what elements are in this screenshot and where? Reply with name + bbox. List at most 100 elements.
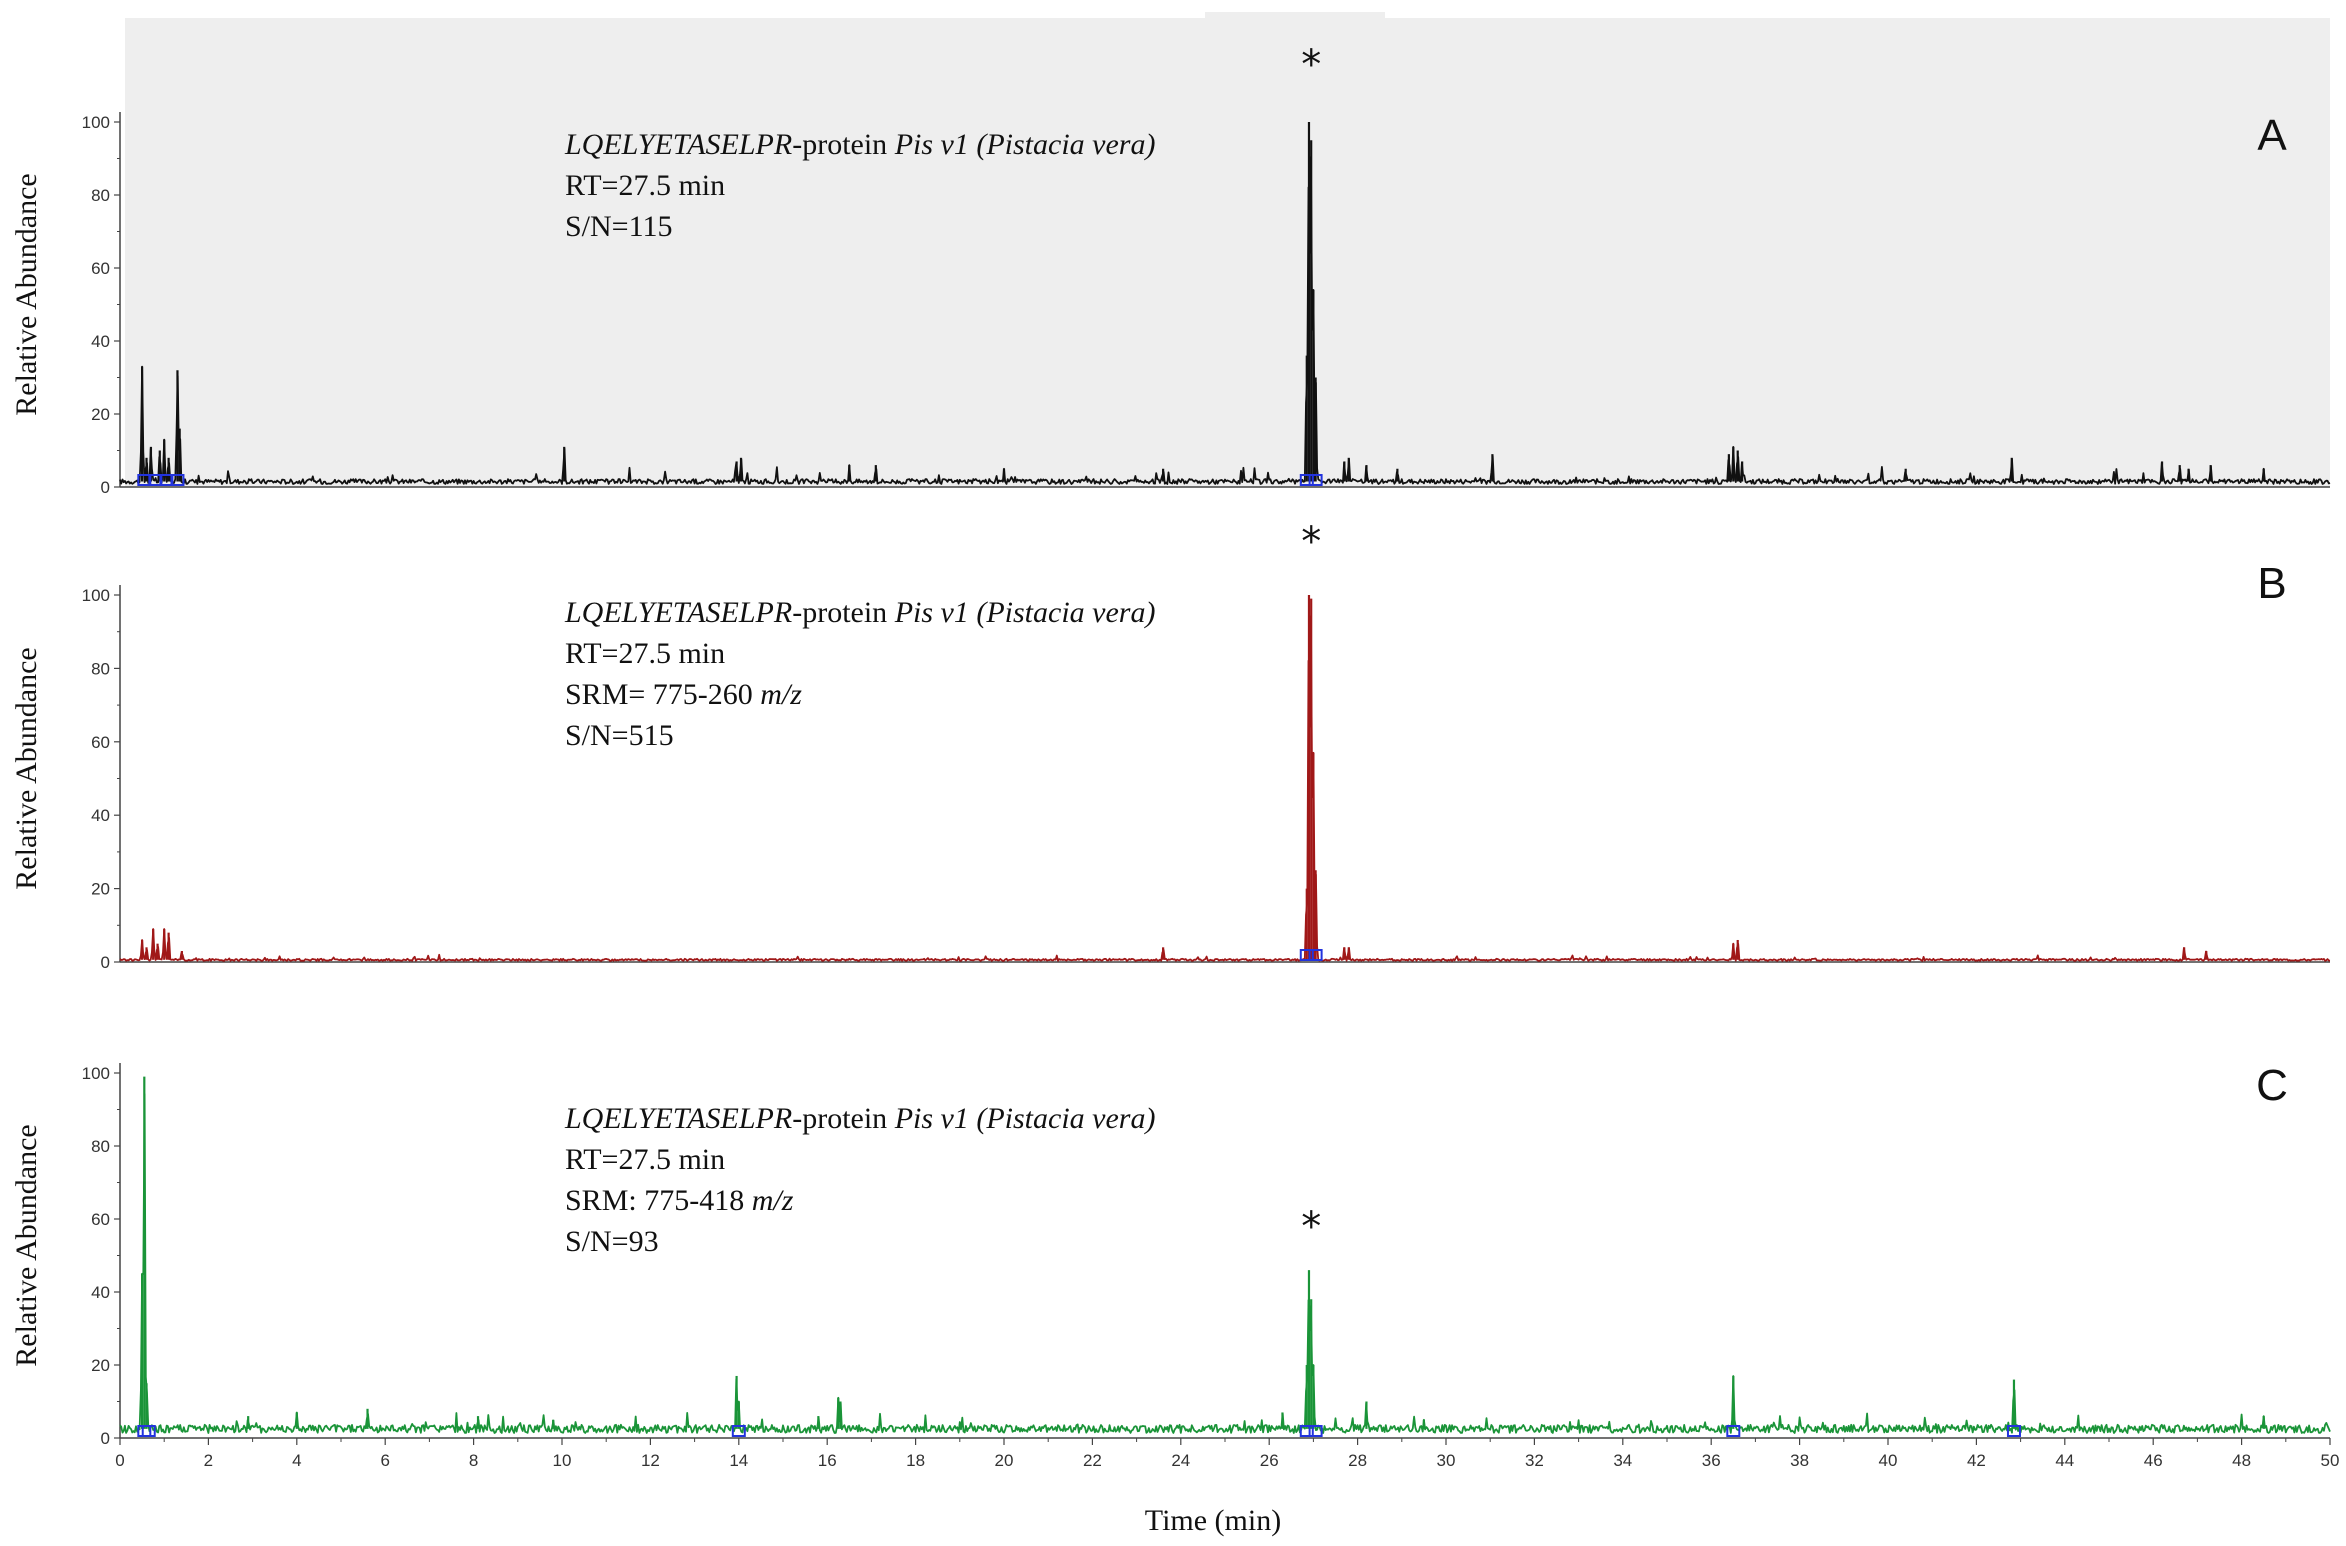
- annotation-line: SRM= 775-260 m/z: [565, 678, 802, 711]
- annotation-line: LQELYETASELPR-protein Pis v1 (Pistacia v…: [564, 596, 1155, 629]
- integration-marker: [1308, 1425, 1323, 1437]
- x-tick-label: 26: [1260, 1451, 1279, 1470]
- y-tick-label: 0: [101, 478, 110, 497]
- x-tick-label: 28: [1348, 1451, 1367, 1470]
- integration-marker: [1308, 474, 1323, 486]
- annotation-line: RT=27.5 min: [565, 1143, 725, 1176]
- annotation-segment: S/N=115: [565, 210, 673, 243]
- annotation-segment: -protein: [792, 596, 894, 629]
- annotation-line: RT=27.5 min: [565, 637, 725, 670]
- annotation-segment: S/N=515: [565, 719, 674, 752]
- y-tick-label: 80: [91, 659, 110, 678]
- y-tick-label: 20: [91, 1356, 110, 1375]
- annotation-line: LQELYETASELPR-protein Pis v1 (Pistacia v…: [564, 128, 1155, 161]
- annotation-segment: LQELYETASELPR: [564, 596, 792, 629]
- x-tick-label: 12: [641, 1451, 660, 1470]
- x-tick-label: 16: [818, 1451, 837, 1470]
- panel-label: A: [2257, 111, 2287, 160]
- y-axis-title: Relative Abundance: [10, 173, 43, 415]
- annotation-line: S/N=515: [565, 719, 674, 752]
- chromatogram-trace: [119, 156, 2331, 485]
- x-tick-label: 20: [995, 1451, 1014, 1470]
- chromatogram-trace: [119, 615, 2331, 962]
- x-tick-label: 34: [1613, 1451, 1632, 1470]
- x-tick-label: 50: [2321, 1451, 2340, 1470]
- x-tick-label: 48: [2232, 1451, 2251, 1470]
- y-tick-label: 0: [101, 1429, 110, 1448]
- integration-marker: [1299, 474, 1314, 486]
- y-axis-title: Relative Abundance: [10, 647, 43, 889]
- x-tick-label: 38: [1790, 1451, 1809, 1470]
- annotation-segment: Pis v1 (Pistacia vera): [894, 1102, 1156, 1135]
- annotation-segment: LQELYETASELPR: [564, 1102, 792, 1135]
- y-tick-label: 60: [91, 1210, 110, 1229]
- x-tick-label: 32: [1525, 1451, 1544, 1470]
- x-tick-label: 4: [292, 1451, 301, 1470]
- x-tick-label: 6: [380, 1451, 389, 1470]
- integration-marker: [1299, 1425, 1314, 1437]
- annotation-segment: LQELYETASELPR: [564, 128, 792, 161]
- x-tick-label: 22: [1083, 1451, 1102, 1470]
- annotation-segment: RT=27.5 min: [565, 1143, 725, 1176]
- y-tick-label: 60: [91, 259, 110, 278]
- x-tick-label: 8: [469, 1451, 478, 1470]
- y-tick-label: 100: [82, 586, 110, 605]
- annotation-segment: SRM= 775-260: [565, 678, 760, 711]
- peak-star-marker: *: [1301, 1204, 1321, 1250]
- annotation-line: RT=27.5 min: [565, 169, 725, 202]
- annotation-line: S/N=115: [565, 210, 673, 243]
- x-tick-label: 0: [115, 1451, 124, 1470]
- annotation-segment: SRM: 775-418: [565, 1184, 752, 1217]
- x-tick-label: 10: [553, 1451, 572, 1470]
- x-axis-title: Time (min): [1145, 1504, 1281, 1537]
- annotation-segment: -protein: [792, 128, 894, 161]
- y-tick-label: 40: [91, 1283, 110, 1302]
- panel-A: 0 20 40 60 80 100 Relative Abundance * A LQELYETA…: [10, 12, 2331, 497]
- peak-star-marker: *: [1301, 42, 1321, 88]
- y-tick-label: 20: [91, 405, 110, 424]
- integration-marker: [1308, 949, 1323, 961]
- x-tick-label: 44: [2055, 1451, 2074, 1470]
- integration-marker: [2006, 1425, 2021, 1437]
- panel-C: 0 20 40 60 80 100 Relative Abundance 0 2 4 6 8 10 12 1…: [10, 1030, 2339, 1470]
- integration-marker: [1726, 1425, 1741, 1437]
- x-tick-label: 30: [1437, 1451, 1456, 1470]
- y-tick-label: 0: [101, 953, 110, 972]
- y-tick-label: 40: [91, 806, 110, 825]
- y-axis-title: Relative Abundance: [10, 1124, 43, 1366]
- annotation-segment: Pis v1 (Pistacia vera): [894, 128, 1156, 161]
- annotation-segment: Pis v1 (Pistacia vera): [894, 596, 1156, 629]
- x-tick-label: 40: [1879, 1451, 1898, 1470]
- x-tick-label: 24: [1171, 1451, 1190, 1470]
- plot-background: [125, 18, 2330, 487]
- panel-label: B: [2257, 559, 2286, 608]
- x-tick-label: 42: [1967, 1451, 1986, 1470]
- y-tick-label: 80: [91, 186, 110, 205]
- plot-background: [125, 520, 2330, 962]
- annotation-line: LQELYETASELPR-protein Pis v1 (Pistacia v…: [564, 1102, 1155, 1135]
- annotation-segment: -protein: [792, 1102, 894, 1135]
- integration-marker: [1299, 949, 1314, 961]
- annotation-segment: RT=27.5 min: [565, 637, 725, 670]
- y-tick-label: 80: [91, 1137, 110, 1156]
- annotation-line: S/N=93: [565, 1225, 659, 1258]
- y-tick-label: 100: [82, 113, 110, 132]
- y-tick-label: 100: [82, 1064, 110, 1083]
- integration-marker: [141, 1425, 156, 1437]
- annotation-segment: RT=27.5 min: [565, 169, 725, 202]
- x-tick-label: 36: [1702, 1451, 1721, 1470]
- plot-background-tab: [1205, 12, 1385, 18]
- plot-background: [125, 1030, 2330, 1438]
- x-tick-label: 46: [2144, 1451, 2163, 1470]
- x-tick-label: 18: [906, 1451, 925, 1470]
- annotation-segment: S/N=93: [565, 1225, 659, 1258]
- y-tick-label: 20: [91, 880, 110, 899]
- panel-label: C: [2256, 1061, 2288, 1110]
- panel-B: 0 20 40 60 80 100 Relative Abundance * B LQELYETA…: [10, 519, 2331, 972]
- y-tick-label: 60: [91, 733, 110, 752]
- x-tick-label: 14: [729, 1451, 748, 1470]
- peak-star-marker: *: [1301, 519, 1321, 565]
- annotation-line: SRM: 775-418 m/z: [565, 1184, 794, 1217]
- chromatogram-trace: [119, 1093, 2331, 1434]
